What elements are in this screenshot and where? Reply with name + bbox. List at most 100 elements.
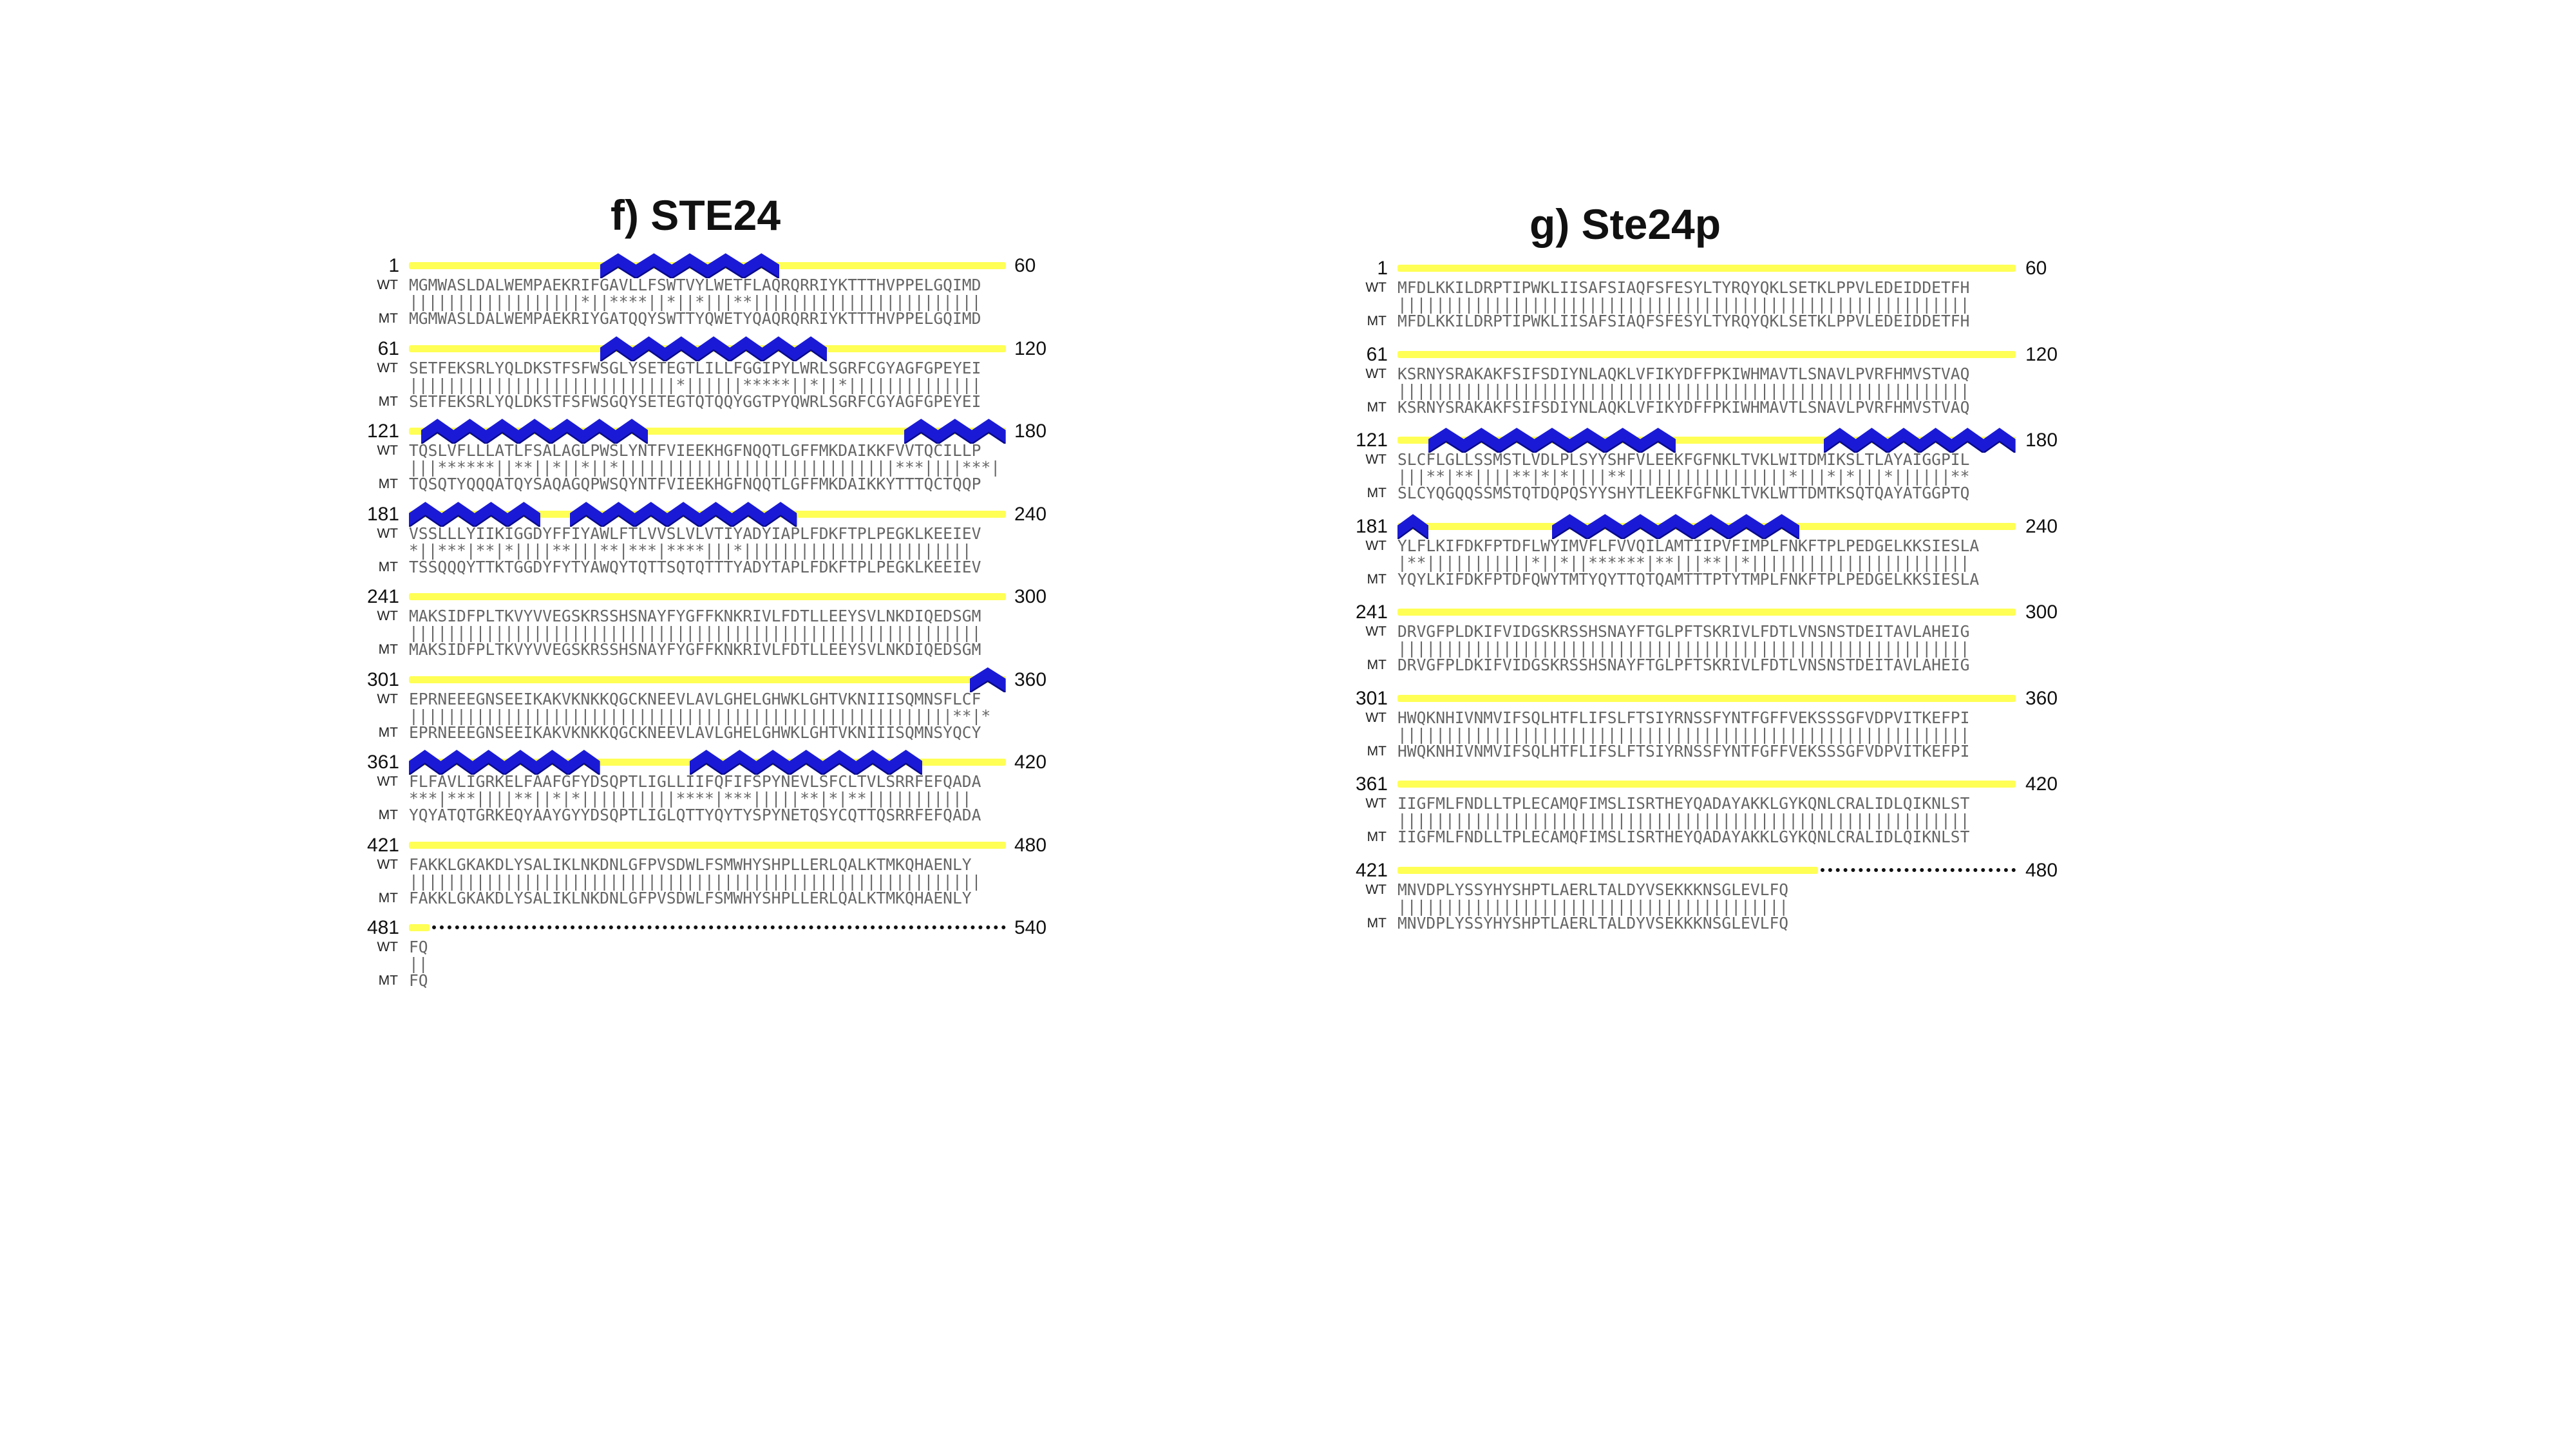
alpha-helix [904, 418, 1006, 447]
match-line: ||||||||||||||||||||||||||||||||||||||||… [1397, 381, 1970, 400]
wt-sequence: MAKSIDFPLTKVYVVEGSKRSSHSNAYFYGFFKNKRIVLF… [409, 607, 981, 625]
alpha-helix [689, 749, 923, 778]
mt-label: MT [378, 559, 398, 574]
match-line: ||||||||||||||||||||||||||||||||||||||||… [1397, 639, 1970, 658]
row-start-number: 121 [366, 421, 399, 442]
row-start-number: 301 [1355, 687, 1388, 709]
unaligned-dotted-line [1820, 867, 2016, 872]
row-start-number: 481 [366, 917, 399, 938]
mt-sequence: IIGFMLFNDLLTPLECAMQFIMSLISRTHEYQADAYAKKL… [1397, 828, 1970, 846]
sequence-bar [1397, 781, 2016, 788]
row-end-number: 300 [1014, 586, 1047, 607]
alpha-helix [1428, 427, 1676, 456]
wt-label: WT [1365, 710, 1387, 725]
wt-sequence: MNVDPLYSSYHYSHPTLAERLTALDYVSEKKKNSGLEVLF… [1397, 880, 1789, 899]
mt-sequence: MFDLKKILDRPTIPWKLIISAFSIAQFSFESYLTYRQYQK… [1397, 312, 1970, 330]
sequence-bar [409, 428, 1006, 435]
row-start-number: 421 [366, 834, 399, 856]
match-line: |||**|**||||**|*|*||||**||||||||||||||||… [1397, 467, 1970, 486]
row-end-number: 240 [1014, 503, 1047, 525]
panel-title: f) STE24 [611, 191, 781, 239]
sequence-bar [1397, 866, 1818, 874]
alpha-helix [600, 252, 779, 281]
mt-label: MT [378, 311, 398, 326]
mt-label: MT [378, 724, 398, 740]
sequence-bar [1397, 350, 2016, 358]
wt-sequence: KSRNYSRAKAKFSIFSDIYNLAQKLVFIKYDFFPKIWHMA… [1397, 364, 1970, 383]
wt-label: WT [1365, 366, 1387, 381]
row-start-number: 121 [1355, 430, 1388, 451]
alpha-helix [1824, 427, 2016, 456]
row-end-number: 480 [1014, 834, 1047, 856]
mt-label: MT [1367, 829, 1387, 844]
sequence-bar [409, 593, 1006, 600]
mt-label: MT [1367, 486, 1387, 500]
row-end-number: 360 [2025, 687, 2058, 709]
row-end-number: 360 [1014, 668, 1047, 690]
match-line: ||||||||||||||||||||||||||||||||||||||||… [409, 871, 981, 891]
row-end-number: 120 [2025, 343, 2058, 365]
wt-sequence: FAKKLGKAKDLYSALIKLNKDNLGFPVSDWLFSMWHYSHP… [409, 855, 972, 874]
match-line: ||||||||||||||||||||||||||||||||||||||||… [1397, 295, 1970, 314]
wt-sequence: MFDLKKILDRPTIPWKLIISAFSIAQFSFESYLTYRQYQK… [1397, 278, 1970, 297]
wt-label: WT [377, 691, 398, 706]
wt-sequence: SETFEKSRLYQLDKSTFSFWSGLYSETEGTLILLFGGIPY… [409, 358, 981, 377]
match-line: ||||||||||||||||||*||****||*||*|||**||||… [409, 292, 981, 311]
wt-sequence: FQ [409, 938, 428, 956]
wt-label: WT [1365, 624, 1387, 639]
match-line: || [409, 954, 428, 973]
mt-sequence: KSRNYSRAKAKFSIFSDIYNLAQKLVFIKYDFFPKIWHMA… [1397, 397, 1970, 417]
match-line: |**|||||||||||*||*||******|**|||**||*|||… [1397, 553, 1970, 572]
wt-sequence: FLFAVLIGRKELFAAFGFYDSQPTLIGLLIIFQFIFSPYN… [409, 772, 981, 791]
match-line: ***|***||||**||*|*||||||||||****|***||||… [409, 789, 972, 808]
wt-label: WT [377, 940, 398, 954]
mt-label: MT [378, 642, 398, 657]
row-start-number: 181 [1355, 515, 1388, 537]
mt-sequence: HWQKNHIVNMVIFSQLHTFLIFSLFTSIYRNSSFYNTFGF… [1397, 741, 1970, 761]
row-start-number: 361 [366, 752, 399, 773]
alpha-helix [600, 336, 827, 365]
mt-label: MT [378, 393, 398, 409]
match-line: ||||||||||||||||||||||||||||||||||||||||… [409, 706, 991, 725]
wt-label: WT [377, 443, 398, 458]
wt-label: WT [1365, 796, 1387, 811]
sequence-bar [1397, 265, 2016, 272]
match-line: ||||||||||||||||||||||||||||*||||||*****… [409, 375, 981, 394]
mt-sequence: YQYATQTGRKEQYAAYGYYDSQPTLIGLQTTYQYTYSPYN… [409, 806, 981, 824]
wt-label: WT [1365, 452, 1387, 467]
mt-sequence: MNVDPLYSSYHYSHPTLAERLTALDYVSEKKKNSGLEVLF… [1397, 913, 1789, 933]
row-end-number: 420 [1014, 752, 1047, 773]
alpha-helix [409, 749, 600, 778]
wt-sequence: IIGFMLFNDLLTPLECAMQFIMSLISRTHEYQADAYAKKL… [1397, 794, 1970, 813]
match-line: ||||||||||||||||||||||||||||||||||||||||… [409, 623, 981, 642]
wt-sequence: VSSLLLYIIKIGGDYFFIYAWLFTLVVSLVLVTIYADYIA… [409, 524, 981, 543]
mt-sequence: FQ [409, 971, 428, 990]
alpha-helix [421, 418, 648, 447]
alpha-helix [409, 501, 540, 530]
row-end-number: 120 [1014, 337, 1047, 359]
wt-sequence: SLCFLGLLSSMSTLVDLPLSYYSHFVLEEKFGFNKLTVKL… [1397, 450, 1970, 469]
match-line: ||||||||||||||||||||||||||||||||||||||||… [1397, 896, 1789, 916]
mt-label: MT [378, 890, 398, 905]
row-start-number: 1 [388, 255, 399, 276]
mt-sequence: YQYLKIFDKFPTDFQWYTMTYQYTTQTQAMTTTPTYTMPL… [1397, 569, 1980, 589]
row-end-number: 300 [2025, 601, 2058, 623]
wt-label: WT [377, 360, 398, 375]
row-start-number: 421 [1355, 859, 1388, 881]
sequence-bar [1397, 609, 2016, 616]
alpha-helix [1552, 513, 1799, 542]
alpha-helix [1397, 513, 1428, 542]
row-start-number: 241 [366, 586, 399, 607]
mt-label: MT [378, 973, 398, 988]
row-end-number: 540 [1014, 917, 1047, 938]
mt-sequence: MAKSIDFPLTKVYVVEGSKRSSHSNAYFYGFFKNKRIVLF… [409, 640, 981, 659]
sequence-bar [409, 676, 1006, 683]
mt-sequence: TQSQTYQQQATQYSAQAGQPWSQYNTFVIEEKHGFNQQTL… [409, 475, 981, 493]
mt-sequence: SLCYQGQQSSMSTQTDQPQSYYSHYTLEEKFGFNKLTVKL… [1397, 484, 1970, 502]
sequence-bar [1397, 694, 2016, 702]
match-line: |||******||**||*||*||*||||||||||||||||||… [409, 458, 1001, 477]
wt-label: WT [1365, 882, 1387, 897]
mt-label: MT [1367, 915, 1387, 931]
wt-sequence: HWQKNHIVNMVIFSQLHTFLIFSLFTSIYRNSSFYNTFGF… [1397, 708, 1970, 727]
row-start-number: 241 [1355, 601, 1388, 623]
